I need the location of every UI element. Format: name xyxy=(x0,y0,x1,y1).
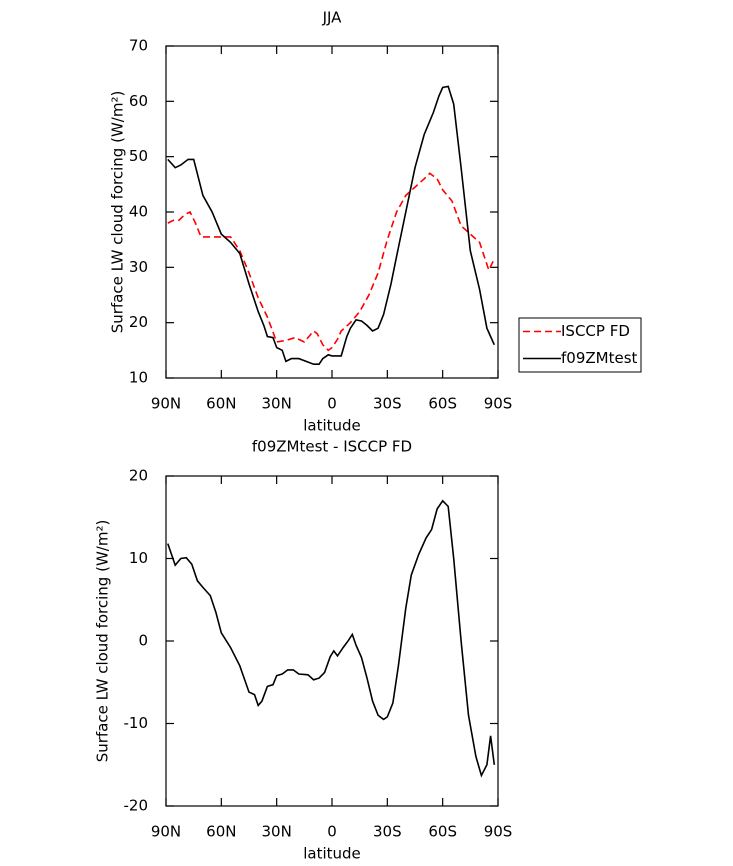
y-tick-label: 70 xyxy=(129,37,148,55)
y-tick-label: 20 xyxy=(129,313,148,331)
y-axis-label: Surface LW cloud forcing (W/m²) xyxy=(109,91,127,334)
legend-label: ISCCP FD xyxy=(561,322,630,340)
y-tick-label: -10 xyxy=(124,714,149,732)
x-tick-label: 60S xyxy=(428,823,457,841)
x-tick-label: 30S xyxy=(373,823,402,841)
y-axis-label: Surface LW cloud forcing (W/m²) xyxy=(94,520,112,763)
x-tick-label: 90N xyxy=(151,823,181,841)
plot-frame xyxy=(165,45,499,379)
legend-label: f09ZMtest xyxy=(561,349,638,367)
y-tick-label: 40 xyxy=(129,203,148,221)
legend-box xyxy=(518,317,642,373)
y-tick-label: 20 xyxy=(129,467,148,485)
plot-frame xyxy=(165,475,499,807)
data-line xyxy=(167,499,496,778)
x-tick-label: 90N xyxy=(151,395,181,413)
y-tick-label: 10 xyxy=(129,369,148,387)
chart-title: f09ZMtest - ISCCP FD xyxy=(252,438,412,456)
data-line xyxy=(167,85,496,365)
x-tick-label: 30S xyxy=(373,395,402,413)
x-tick-label: 90S xyxy=(484,395,513,413)
x-axis-label: latitude xyxy=(303,845,361,863)
y-tick-label: 60 xyxy=(129,92,148,110)
x-tick-label: 60N xyxy=(206,823,236,841)
x-tick-label: 0 xyxy=(327,395,337,413)
x-tick-label: 30N xyxy=(262,823,292,841)
data-line xyxy=(167,172,496,352)
y-tick-label: 50 xyxy=(129,147,148,165)
x-axis-label: latitude xyxy=(303,417,361,435)
y-tick-label: 30 xyxy=(129,258,148,276)
x-tick-label: 60N xyxy=(206,395,236,413)
x-tick-label: 30N xyxy=(262,395,292,413)
y-tick-label: 10 xyxy=(129,549,148,567)
chart-title: JJA xyxy=(322,9,343,27)
x-tick-label: 60S xyxy=(428,395,457,413)
x-tick-label: 0 xyxy=(327,823,337,841)
x-tick-label: 90S xyxy=(484,823,513,841)
y-tick-label: 0 xyxy=(138,632,148,650)
y-tick-label: -20 xyxy=(124,797,149,815)
